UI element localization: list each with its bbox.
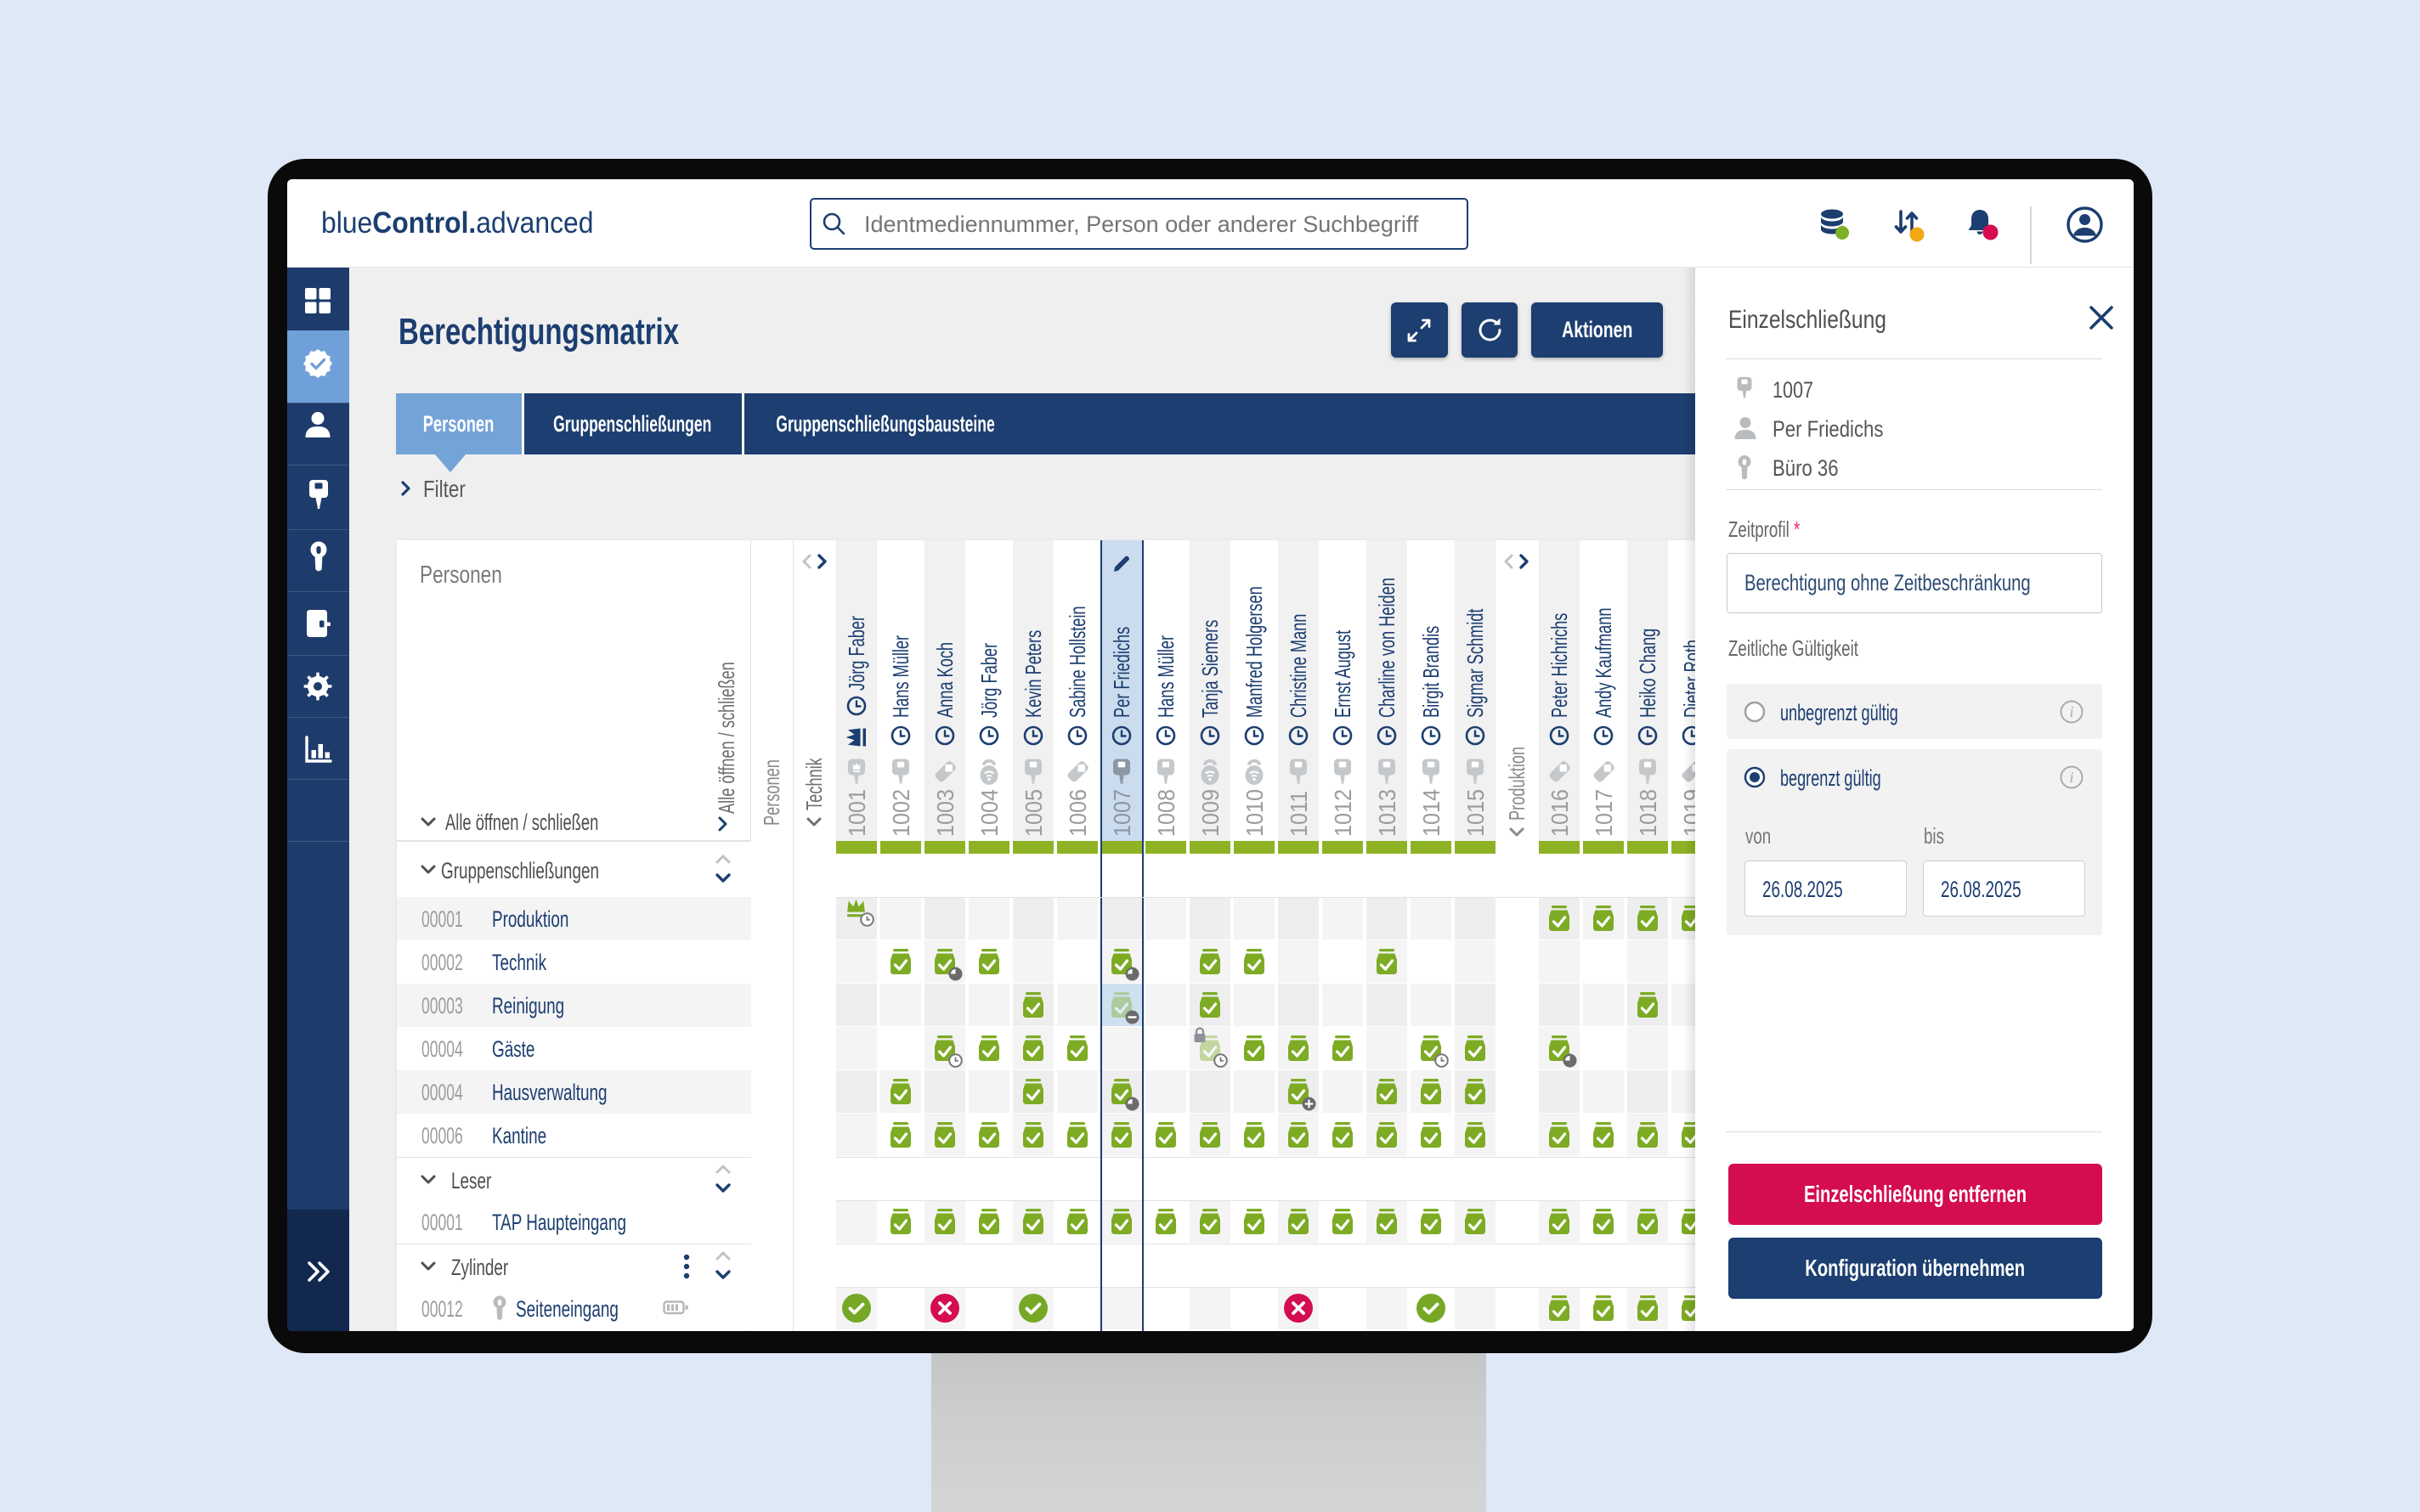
svg-text:i: i — [2069, 769, 2073, 786]
svg-text:i: i — [2069, 703, 2073, 720]
